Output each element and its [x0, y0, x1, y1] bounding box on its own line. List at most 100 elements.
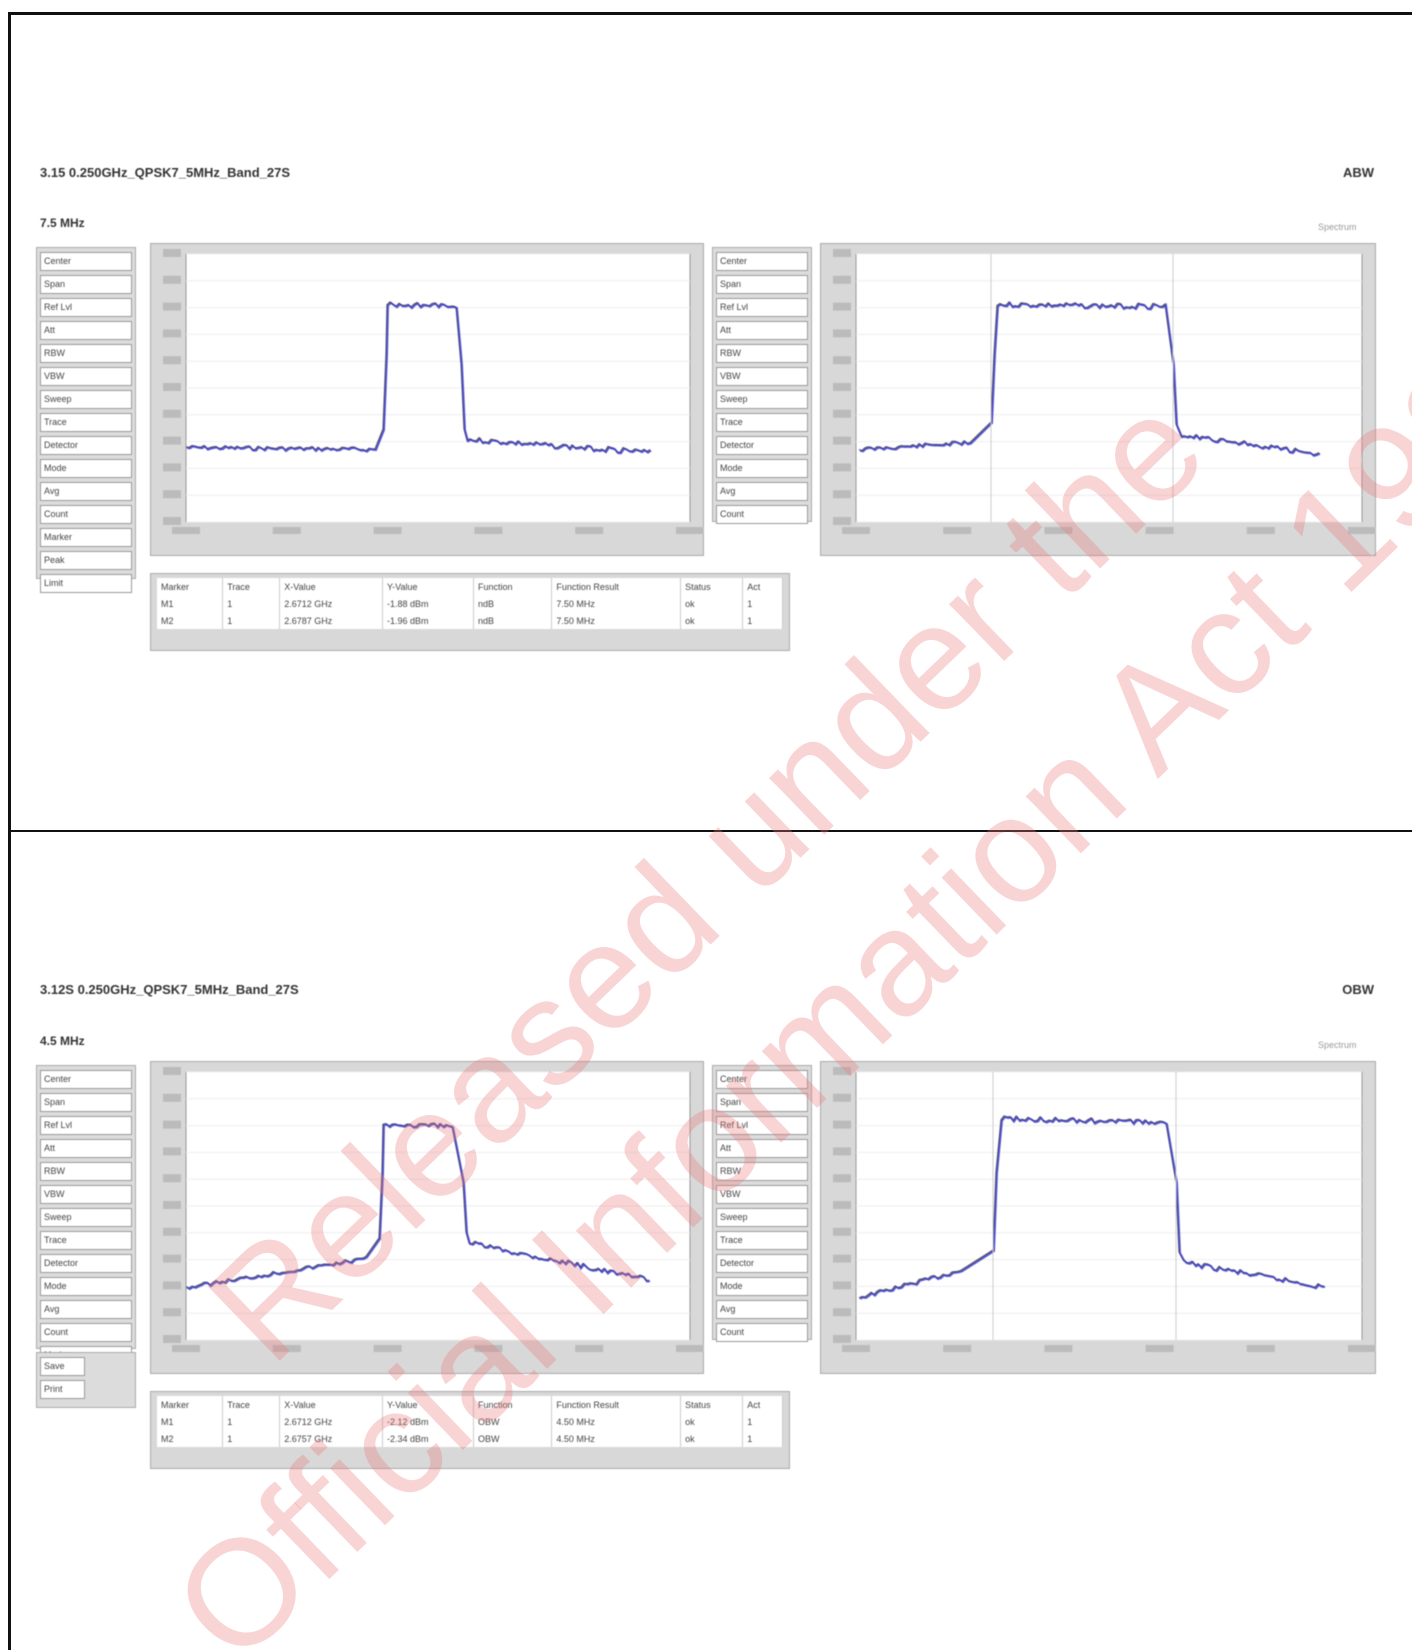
table-cell: 1: [742, 612, 783, 629]
setting-field[interactable]: Mode: [40, 1277, 132, 1296]
table-cell: M2: [157, 612, 224, 629]
setting-field[interactable]: Avg: [40, 482, 132, 501]
setting-field[interactable]: Att: [716, 321, 808, 340]
setting-field[interactable]: Ref Lvl: [40, 298, 132, 317]
table-row[interactable]: M1 1 2.6712 GHz -2.12 dBm OBW 4.50 MHz ok 1: [157, 1413, 783, 1430]
x-tick-label: [575, 1345, 604, 1352]
table-cell: M1: [157, 1413, 224, 1430]
setting-field[interactable]: RBW: [716, 1162, 808, 1181]
setting-field[interactable]: Avg: [716, 1300, 808, 1319]
setting-field[interactable]: Count: [40, 505, 132, 524]
setting-field[interactable]: Mode: [716, 1277, 808, 1296]
print-button[interactable]: Print: [40, 1380, 85, 1399]
setting-field[interactable]: VBW: [40, 367, 132, 386]
setting-field[interactable]: Sweep: [40, 390, 132, 409]
spectrum-plot-left[interactable]: [150, 243, 704, 556]
section-title: 3.15 0.250GHz_QPSK7_5MHz_Band_27S: [40, 165, 291, 180]
setting-field[interactable]: Ref Lvl: [716, 298, 808, 317]
setting-field[interactable]: VBW: [40, 1185, 132, 1204]
trace-avg: [859, 301, 1321, 458]
x-tick-label: [1246, 1345, 1275, 1352]
y-tick-label: [163, 1174, 181, 1183]
setting-field[interactable]: Ref Lvl: [716, 1116, 808, 1135]
spectrum-plot-right[interactable]: [820, 243, 1376, 556]
setting-field[interactable]: Trace: [716, 1231, 808, 1250]
y-tick-label: [833, 1308, 851, 1317]
setting-field[interactable]: RBW: [40, 1162, 132, 1181]
setting-field[interactable]: Sweep: [40, 1208, 132, 1227]
column-header: Function: [473, 1396, 553, 1413]
spectrum-plot-left[interactable]: [150, 1061, 704, 1374]
setting-field[interactable]: RBW: [40, 344, 132, 363]
table-cell: ndB: [473, 595, 553, 612]
table-cell: 7.50 MHz: [551, 595, 682, 612]
y-tick-label: [833, 356, 851, 365]
table-cell: -1.88 dBm: [382, 595, 474, 612]
table-cell: OBW: [473, 1413, 553, 1430]
column-header: Act: [742, 578, 783, 595]
y-tick-label: [833, 302, 851, 311]
y-tick-label: [833, 249, 851, 257]
y-tick-label: [833, 275, 851, 284]
setting-field[interactable]: Detector: [40, 436, 132, 455]
save-button[interactable]: Save: [40, 1357, 85, 1376]
setting-field[interactable]: Detector: [716, 1254, 808, 1273]
setting-field[interactable]: VBW: [716, 1185, 808, 1204]
setting-field[interactable]: Mode: [716, 459, 808, 478]
setting-field[interactable]: Detector: [40, 1254, 132, 1273]
setting-field[interactable]: Count: [716, 505, 808, 524]
plot-label: Spectrum: [1318, 222, 1357, 232]
setting-field[interactable]: Sweep: [716, 390, 808, 409]
setting-field[interactable]: Center: [40, 252, 132, 271]
column-header: Act: [742, 1396, 783, 1413]
spectrum-plot-right[interactable]: [820, 1061, 1376, 1374]
table-row[interactable]: M2 1 2.6787 GHz -1.96 dBm ndB 7.50 MHz ok 1: [157, 612, 783, 629]
setting-field[interactable]: Att: [40, 321, 132, 340]
setting-field[interactable]: Marker: [40, 528, 132, 547]
setting-field[interactable]: RBW: [716, 344, 808, 363]
y-tick-label: [833, 1120, 851, 1129]
setting-field[interactable]: Trace: [40, 1231, 132, 1250]
y-tick-label: [833, 1281, 851, 1290]
table-cell: 2.6757 GHz: [279, 1430, 383, 1447]
setting-field[interactable]: Mode: [40, 459, 132, 478]
y-tick-label: [833, 1147, 851, 1156]
column-header: X-Value: [279, 578, 383, 595]
setting-field[interactable]: Span: [716, 275, 808, 294]
y-tick-label: [163, 383, 181, 391]
y-tick-label: [163, 1201, 181, 1209]
table-cell: ok: [680, 595, 744, 612]
x-tick-label: [172, 527, 200, 534]
table-cell: 1: [222, 612, 281, 629]
table-cell: 7.50 MHz: [551, 612, 682, 629]
setting-field[interactable]: Avg: [40, 1300, 132, 1319]
setting-field[interactable]: Trace: [40, 413, 132, 432]
setting-field[interactable]: Center: [40, 1070, 132, 1089]
y-tick-label: [163, 1120, 181, 1129]
plot-label: Spectrum: [1318, 1040, 1357, 1050]
table-cell: 1: [742, 1413, 783, 1430]
setting-field[interactable]: Peak: [40, 551, 132, 570]
y-tick-label: [163, 1147, 181, 1156]
setting-field[interactable]: Ref Lvl: [40, 1116, 132, 1135]
setting-field[interactable]: Center: [716, 252, 808, 271]
setting-field[interactable]: Limit: [40, 574, 132, 593]
setting-field[interactable]: Att: [40, 1139, 132, 1158]
setting-field[interactable]: Trace: [716, 413, 808, 432]
setting-field[interactable]: Count: [40, 1323, 132, 1342]
table-cell: 1: [742, 595, 783, 612]
table-row[interactable]: M1 1 2.6712 GHz -1.88 dBm ndB 7.50 MHz ok 1: [157, 595, 783, 612]
setting-field[interactable]: Att: [716, 1139, 808, 1158]
setting-field[interactable]: Avg: [716, 482, 808, 501]
x-tick-label: [842, 1345, 870, 1352]
setting-field[interactable]: Center: [716, 1070, 808, 1089]
table-row[interactable]: M2 1 2.6757 GHz -2.34 dBm OBW 4.50 MHz ok 1: [157, 1430, 783, 1447]
setting-field[interactable]: Count: [716, 1323, 808, 1342]
x-tick-label: [1246, 527, 1275, 534]
setting-field[interactable]: Detector: [716, 436, 808, 455]
setting-field[interactable]: Sweep: [716, 1208, 808, 1227]
setting-field[interactable]: Span: [40, 1093, 132, 1112]
setting-field[interactable]: Span: [40, 275, 132, 294]
setting-field[interactable]: Span: [716, 1093, 808, 1112]
setting-field[interactable]: VBW: [716, 367, 808, 386]
